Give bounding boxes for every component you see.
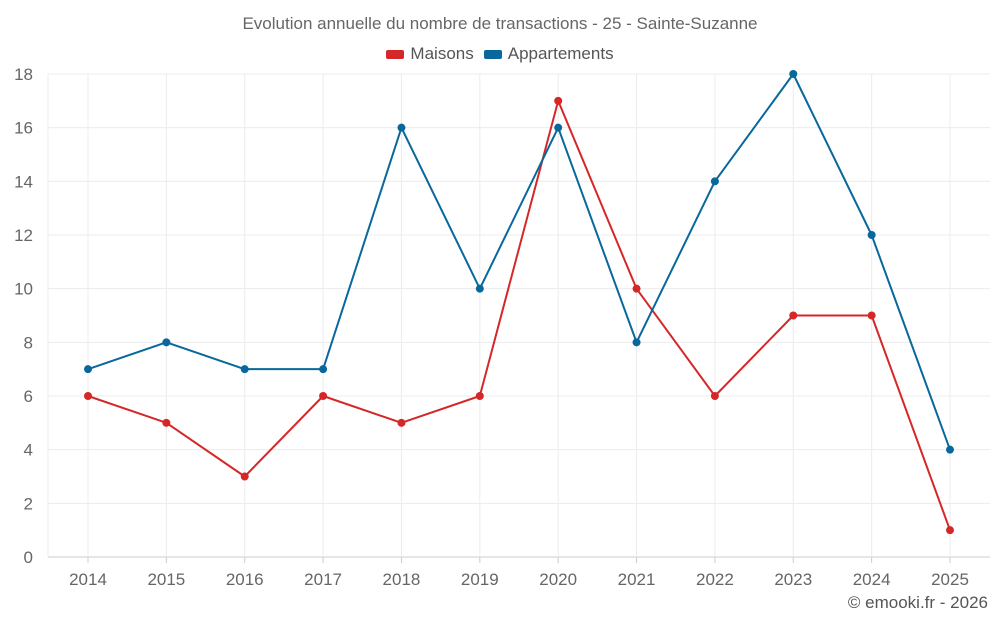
data-point-maisons[interactable] [632,284,641,293]
x-tick-label: 2018 [383,570,421,589]
x-tick-label: 2019 [461,570,499,589]
legend-item-maisons[interactable]: Maisons [386,44,474,64]
x-tick-label: 2017 [304,570,342,589]
data-point-maisons[interactable] [162,418,171,427]
legend-swatch-appartements [483,49,502,59]
data-point-appartements[interactable] [84,365,92,374]
data-point-appartements[interactable] [240,365,249,374]
footer-credit: © emooki.fr - 2026 [847,593,988,612]
series-line-appartements [87,73,951,451]
grid [48,73,990,558]
data-point-appartements[interactable] [789,70,798,78]
data-point-appartements[interactable] [397,123,406,132]
data-point-appartements[interactable] [319,365,328,374]
data-point-maisons[interactable] [475,392,484,400]
data-point-maisons[interactable] [789,311,798,320]
y-tick-label: 6 [24,387,33,406]
x-tick-label: 2022 [696,570,734,589]
y-tick-label: 2 [24,494,33,513]
y-tick-label: 18 [14,65,33,84]
data-point-maisons[interactable] [397,418,406,427]
y-tick-label: 12 [14,226,33,245]
data-point-maisons[interactable] [319,392,328,400]
chart-title: Evolution annuelle du nombre de transact… [242,14,758,33]
data-point-appartements[interactable] [946,445,954,454]
data-point-appartements[interactable] [632,338,641,347]
data-point-appartements[interactable] [710,177,719,186]
x-tick-label: 2024 [853,570,891,589]
series-group [84,70,954,535]
x-tick-label: 2023 [774,570,812,589]
data-point-maisons[interactable] [554,96,563,105]
data-point-appartements[interactable] [867,231,876,239]
axes: 0 2 4 6 8 10 12 14 16 18 2014 2015 2016 2017 2018 2019 2… [14,65,969,589]
data-point-maisons[interactable] [710,392,719,400]
legend-label-maisons: Maisons [410,44,474,63]
x-tick-label: 2015 [147,570,185,589]
y-tick-label: 0 [24,548,33,567]
y-tick-label: 16 [14,119,33,138]
x-tick-label: 2020 [539,570,577,589]
x-tick-label: 2025 [931,570,969,589]
data-point-appartements[interactable] [475,284,484,293]
y-tick-label: 8 [24,333,33,352]
y-tick-label: 14 [14,172,33,191]
data-point-appartements[interactable] [162,338,171,347]
data-point-appartements[interactable] [554,123,563,132]
y-tick-label: 4 [24,441,33,460]
data-point-maisons[interactable] [867,311,876,320]
data-point-maisons[interactable] [946,526,954,535]
legend: Maisons Appartements [0,44,1000,64]
legend-label-appartements: Appartements [507,44,614,63]
x-tick-label: 2016 [226,570,264,589]
data-point-maisons[interactable] [84,392,92,400]
x-tick-label: 2021 [618,570,656,589]
legend-swatch-maisons [386,49,405,59]
series-line-maisons [87,99,951,531]
legend-item-appartements[interactable]: Appartements [483,44,614,64]
x-tick-label: 2014 [69,570,107,589]
y-tick-label: 10 [14,280,33,299]
data-point-maisons[interactable] [240,472,249,481]
